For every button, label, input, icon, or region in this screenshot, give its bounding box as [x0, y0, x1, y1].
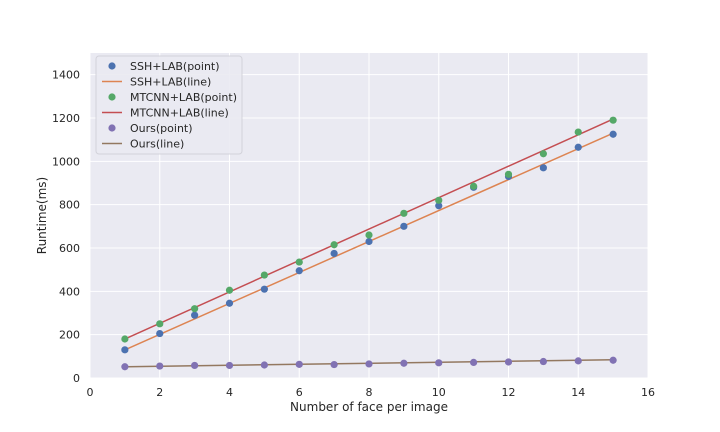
- ours-point-data-point: [260, 361, 268, 369]
- x-tick-label: 12: [502, 386, 516, 399]
- x-tick-label: 16: [641, 386, 655, 399]
- y-axis-ticks: 0 200 400 600 800 1000 1200 1400: [52, 69, 80, 385]
- legend-box: [95, 55, 243, 155]
- ours-point-data-point: [295, 360, 303, 368]
- mtcnn-lab-point-data-point: [504, 170, 513, 178]
- mtcnn-lab-point-data-point: [539, 150, 547, 158]
- legend-entry-label: MTCNN+LAB(line): [130, 107, 229, 120]
- ssh-lab-point-data-point: [260, 285, 268, 293]
- y-tick-label: 0: [73, 372, 80, 385]
- legend-entry-label: SSH+LAB(point): [130, 60, 220, 73]
- mtcnn-lab-point-data-point: [225, 286, 234, 294]
- ssh-lab-point-data-point: [435, 202, 443, 210]
- x-tick-label: 0: [87, 386, 94, 399]
- x-tick-label: 8: [366, 386, 373, 399]
- y-tick-label: 400: [59, 285, 80, 298]
- ssh-lab-point-data-point: [574, 143, 582, 151]
- x-axis-ticks: 0 2 4 6 8 10 12 14 16: [87, 386, 656, 399]
- x-tick-label: 14: [571, 386, 585, 399]
- mtcnn-lab-point-data-point: [365, 231, 373, 239]
- y-tick-label: 600: [59, 242, 80, 255]
- ssh-lab-point-data-point: [365, 237, 373, 246]
- mtcnn-lab-point-data-point: [435, 196, 443, 204]
- ssh-lab-point-data-point: [225, 299, 234, 307]
- ssh-lab-point-data-point: [539, 164, 547, 172]
- ssh-lab-point-data-point: [191, 311, 199, 319]
- y-tick-label: 200: [59, 329, 80, 342]
- mtcnn-lab-point-data-point: [156, 320, 164, 328]
- ours-point-data-point: [365, 360, 373, 368]
- legend-point-swatch: [108, 93, 116, 101]
- ssh-lab-point-data-point: [295, 267, 303, 275]
- mtcnn-lab-point-data-point: [400, 209, 408, 217]
- mtcnn-lab-line-series-line: [124, 118, 614, 340]
- legend-point-swatch: [108, 124, 116, 132]
- mtcnn-lab-point-data-point: [121, 335, 129, 343]
- y-axis-label: Runtime(ms): [35, 177, 49, 254]
- x-tick-label: 6: [296, 386, 303, 399]
- legend-entry-label: Ours(line): [130, 138, 184, 151]
- legend-entry-label: Ours(point): [130, 122, 193, 135]
- y-tick-label: 1200: [52, 112, 80, 125]
- y-tick-label: 800: [59, 199, 80, 212]
- ours-point-data-point: [504, 358, 513, 366]
- ours-point-data-point: [435, 359, 443, 367]
- x-tick-label: 4: [226, 386, 233, 399]
- x-tick-label: 2: [156, 386, 163, 399]
- ours-point-data-point: [156, 362, 164, 370]
- y-tick-label: 1000: [52, 155, 80, 168]
- series-points: [121, 116, 617, 371]
- x-axis-label: Number of face per image: [290, 400, 448, 414]
- legend-entry-label: SSH+LAB(line): [130, 76, 211, 89]
- mtcnn-lab-point-data-point: [470, 182, 478, 190]
- ssh-lab-point-data-point: [156, 329, 164, 338]
- y-tick-label: 1400: [52, 69, 80, 82]
- legend-point-swatch: [108, 62, 116, 70]
- ssh-lab-point-data-point: [400, 222, 408, 230]
- ours-point-data-point: [225, 361, 234, 370]
- legend-entry-label: MTCNN+LAB(point): [130, 91, 237, 104]
- ours-point-data-point: [470, 358, 478, 366]
- ours-point-data-point: [121, 363, 129, 371]
- ssh-lab-point-data-point: [121, 346, 129, 354]
- ssh-lab-point-data-point: [609, 130, 617, 138]
- ours-point-data-point: [539, 357, 547, 366]
- ours-point-data-point: [400, 359, 408, 367]
- legend: SSH+LAB(point) SSH+LAB(line) MTCNN+LAB(poi…: [95, 55, 243, 155]
- mtcnn-lab-point-data-point: [609, 116, 617, 124]
- ours-point-data-point: [191, 361, 199, 370]
- mtcnn-lab-point-data-point: [295, 258, 303, 266]
- ssh-lab-point-data-point: [330, 249, 338, 258]
- ours-point-data-point: [609, 356, 617, 364]
- mtcnn-lab-point-data-point: [330, 241, 338, 249]
- ours-point-data-point: [574, 357, 582, 365]
- x-tick-label: 10: [432, 386, 446, 399]
- ours-point-data-point: [330, 360, 338, 369]
- mtcnn-lab-point-data-point: [574, 128, 582, 136]
- mtcnn-lab-point-data-point: [260, 271, 268, 279]
- mtcnn-lab-point-data-point: [191, 305, 199, 313]
